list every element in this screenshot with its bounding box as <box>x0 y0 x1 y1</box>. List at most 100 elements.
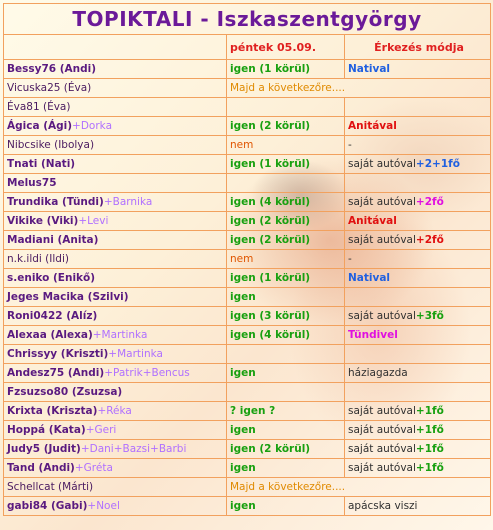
table-row: Melus75 <box>3 173 492 193</box>
attendance-cell <box>226 382 345 402</box>
table-row: Ágica (Ági)+Dorka igen (2 körül) Anitáva… <box>3 116 492 136</box>
attendance-cell <box>226 97 345 117</box>
arrival-text: Anitával <box>348 215 397 227</box>
companions: +Patrik+Bencus <box>104 367 190 379</box>
attendance-cell: ? igen ? <box>226 401 345 421</box>
companions: +Martinka <box>108 348 163 360</box>
page-title: TOPIKTALI - Iszkaszentgyörgy <box>2 3 492 35</box>
companions: +Dani+Bazsi+Barbi <box>80 443 187 455</box>
arrival-cell: háziagazda <box>343 363 492 383</box>
arrival-cell: - <box>343 135 492 155</box>
arrival-text: saját autóval <box>348 310 416 322</box>
arrival-text: apácska viszi <box>348 500 418 512</box>
name-cell: Hoppá (Kata)+Geri <box>3 420 227 440</box>
attendance-cell: igen <box>226 496 345 516</box>
nickname: Jeges Macika (Szilvi) <box>7 291 129 303</box>
arrival-extra: +1fő <box>415 405 444 417</box>
name-cell: Ágica (Ági)+Dorka <box>3 116 227 136</box>
arrival-cell: saját autóval+2fő <box>343 192 492 212</box>
name-cell: Roni0422 (Alíz) <box>3 306 227 326</box>
attendance-cell: igen (1 körül) <box>226 154 345 174</box>
arrival-text: Natival <box>348 272 391 284</box>
attendance-cell: nem <box>226 135 345 155</box>
attendance-table: TOPIKTALI - Iszkaszentgyörgy péntek 05.0… <box>2 3 492 516</box>
attendance-cell: nem <box>226 249 345 269</box>
attendance-text: Majd a következőre.... <box>230 82 346 94</box>
attendance-text: igen <box>230 462 256 474</box>
attendance-text: igen (2 körül) <box>230 120 311 132</box>
nickname: Schellcat (Márti) <box>7 481 94 493</box>
arrival-cell <box>343 287 492 307</box>
nickname: Roni0422 (Alíz) <box>7 310 98 322</box>
arrival-extra: +1fő <box>415 462 444 474</box>
arrival-extra: +2fő <box>415 234 444 246</box>
nickname: Fzsuzso80 (Zsuzsa) <box>7 386 123 398</box>
name-cell: Chrissyy (Kriszti)+Martinka <box>3 344 227 364</box>
attendance-text: nem <box>230 253 254 265</box>
attendance-cell: igen (4 körül) <box>226 192 345 212</box>
nickname: Hoppá (Kata) <box>7 424 86 436</box>
nickname: Judy5 (Judit) <box>7 443 81 455</box>
arrival-text: saját autóval <box>348 462 416 474</box>
arrival-extra: +1fő <box>415 424 444 436</box>
name-cell: Vicuska25 (Éva) <box>3 78 227 98</box>
arrival-text: Natival <box>348 63 391 75</box>
name-cell: Tand (Andi)+Gréta <box>3 458 227 478</box>
attendance-cell: igen (2 körül) <box>226 116 345 136</box>
arrival-text: saját autóval <box>348 443 416 455</box>
table-row: Roni0422 (Alíz) igen (3 körül) saját aut… <box>3 306 492 326</box>
nickname: Tand (Andi) <box>7 462 75 474</box>
companions: +Geri <box>85 424 117 436</box>
attendance-text: igen (1 körül) <box>230 272 311 284</box>
arrival-cell <box>343 173 492 193</box>
arrival-text: Anitával <box>348 120 397 132</box>
nickname: Krixta (Kriszta) <box>7 405 98 417</box>
arrival-extra: +2+1fő <box>415 158 460 170</box>
arrival-cell: Natival <box>343 268 492 288</box>
arrival-cell: saját autóval+1fő <box>343 458 492 478</box>
name-cell: Éva81 (Éva) <box>3 97 227 117</box>
attendance-cell: igen <box>226 420 345 440</box>
table-row: Tand (Andi)+Gréta igen saját autóval+1fő <box>3 458 492 478</box>
attendance-text: igen (2 körül) <box>230 443 311 455</box>
arrival-cell: Anitával <box>343 116 492 136</box>
header-date-column: péntek 05.09. <box>226 34 345 60</box>
table-row: Schellcat (Márti) Majd a következőre.... <box>3 477 492 497</box>
nickname: Ágica (Ági) <box>7 120 73 132</box>
name-cell: Andesz75 (Andi)+Patrik+Bencus <box>3 363 227 383</box>
attendance-cell: igen (2 körül) <box>226 439 345 459</box>
table-row: Jeges Macika (Szilvi) igen <box>3 287 492 307</box>
name-cell: Schellcat (Márti) <box>3 477 227 497</box>
arrival-cell: saját autóval+3fő <box>343 306 492 326</box>
name-cell: n.k.ildi (Ildi) <box>3 249 227 269</box>
table-row: s.eniko (Enikő) igen (1 körül) Natival <box>3 268 492 288</box>
attendance-text: igen (3 körül) <box>230 310 311 322</box>
nickname: Madiani (Anita) <box>7 234 99 246</box>
name-cell: Alexaa (Alexa)+Martinka <box>3 325 227 345</box>
table-row: Judy5 (Judit)+Dani+Bazsi+Barbi igen (2 k… <box>3 439 492 459</box>
companions: +Gréta <box>74 462 113 474</box>
arrival-text: háziagazda <box>348 367 408 379</box>
arrival-cell: - <box>343 249 492 269</box>
name-cell: Madiani (Anita) <box>3 230 227 250</box>
nickname: gabi84 (Gabi) <box>7 500 88 512</box>
name-cell: Tnati (Nati) <box>3 154 227 174</box>
attendance-cell: igen (1 körül) <box>226 59 345 79</box>
attendance-cell: Majd a következőre.... <box>225 477 492 497</box>
arrival-extra: +2fő <box>415 196 444 208</box>
attendance-text: igen <box>230 424 256 436</box>
attendance-text: igen <box>230 367 256 379</box>
nickname: Alexaa (Alexa) <box>7 329 93 341</box>
name-cell: Bessy76 (Andi) <box>3 59 227 79</box>
arrival-cell <box>343 344 492 364</box>
arrival-cell: saját autóval+2fő <box>343 230 492 250</box>
table-row: Hoppá (Kata)+Geri igen saját autóval+1fő <box>3 420 492 440</box>
attendance-cell: igen (3 körül) <box>226 306 345 326</box>
attendance-cell: igen (4 körül) <box>226 325 345 345</box>
attendance-cell <box>226 344 345 364</box>
name-cell: Nibcsike (Ibolya) <box>3 135 227 155</box>
arrival-text: saját autóval <box>348 158 416 170</box>
attendance-cell <box>226 173 345 193</box>
header-name-column <box>3 34 227 60</box>
attendance-text: igen (1 körül) <box>230 63 311 75</box>
